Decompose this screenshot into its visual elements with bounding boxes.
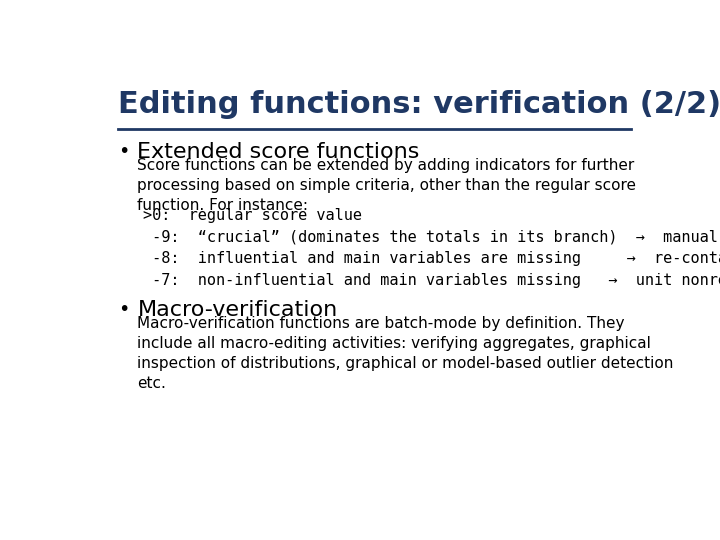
Text: •: • — [118, 300, 130, 319]
Text: -8:  influential and main variables are missing     →  re-contact: -8: influential and main variables are m… — [143, 252, 720, 267]
Text: Macro-verification functions are batch-mode by definition. They
include all macr: Macro-verification functions are batch-m… — [138, 316, 674, 391]
Text: CBS - SSB: CBS - SSB — [29, 508, 127, 526]
Text: >0:  regular score value: >0: regular score value — [143, 208, 362, 223]
Text: -9:  “crucial” (dominates the totals in its branch)  →  manual editing: -9: “crucial” (dominates the totals in i… — [143, 230, 720, 245]
Text: Extended score functions: Extended score functions — [138, 141, 420, 161]
Text: Editing functions: verification (2/2): Editing functions: verification (2/2) — [118, 90, 720, 119]
Text: 6: 6 — [688, 517, 698, 535]
Text: Score functions can be extended by adding indicators for further
processing base: Score functions can be extended by addin… — [138, 158, 636, 213]
Text: Macro-verification: Macro-verification — [138, 300, 338, 320]
Text: -7:  non-influential and main variables missing   →  unit nonrespons: -7: non-influential and main variables m… — [143, 273, 720, 288]
Text: •: • — [118, 141, 130, 161]
